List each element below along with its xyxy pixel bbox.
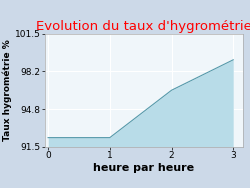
Title: Evolution du taux d'hygrométrie: Evolution du taux d'hygrométrie bbox=[36, 20, 250, 33]
X-axis label: heure par heure: heure par heure bbox=[93, 163, 194, 173]
Y-axis label: Taux hygrométrie %: Taux hygrométrie % bbox=[3, 39, 12, 141]
